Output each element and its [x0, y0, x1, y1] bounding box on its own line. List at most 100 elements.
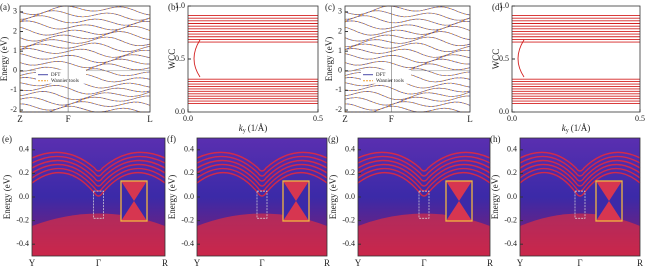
x-axis-label: ky (1/Å)	[562, 123, 591, 134]
band-wannier	[344, 101, 471, 111]
surface-band	[357, 155, 491, 177]
x-tick-label: Γ	[577, 258, 582, 268]
legend-label: Wannier tools	[51, 79, 79, 84]
y-tick-label: 0	[13, 66, 17, 75]
band-wannier	[344, 25, 471, 36]
band-wannier	[344, 91, 471, 101]
y-tick-label: 0	[338, 66, 342, 75]
y-axis-label: WCC	[167, 49, 177, 70]
wcc-link	[517, 39, 525, 78]
bulk-band	[520, 213, 640, 256]
y-tick-label: -0.4	[181, 239, 194, 248]
y-tick-label: -0.4	[504, 239, 517, 248]
x-tick-label: Γ	[421, 258, 426, 268]
legend-bg	[361, 69, 411, 84]
y-axis-label: Energy (eV)	[0, 37, 9, 82]
panel: 0.0 0.5 ky (1/Å) 0.0 0.5 1.0 WCC (b)	[167, 1, 323, 135]
band-dft	[19, 79, 151, 89]
inset-frame	[282, 180, 310, 222]
y-tick-label: 0.2	[184, 168, 194, 177]
panel-label: (f)	[167, 134, 176, 144]
band-dft	[20, 36, 151, 48]
y-tick-label: 2	[338, 26, 342, 35]
x-tick-label: Z	[17, 114, 23, 124]
x-tick-label: 0.5	[313, 114, 323, 123]
x-tick-label: R	[637, 258, 643, 268]
x-axis-label: ky (1/Å)	[239, 123, 268, 134]
y-tick-label: -0.4	[342, 239, 355, 248]
y-tick-label: -0.2	[181, 215, 194, 224]
y-tick-label: 0.4	[345, 145, 355, 154]
surface-band	[196, 163, 328, 187]
y-tick-label: 0.4	[507, 145, 517, 154]
band-dft	[19, 95, 150, 106]
y-tick-label: -2	[10, 105, 17, 114]
panel-label: (g)	[328, 134, 339, 144]
y-tick-label: 1	[13, 46, 17, 55]
legend-bg	[36, 69, 86, 84]
zoom-region	[574, 190, 586, 219]
y-tick-label: 0.5	[499, 54, 509, 63]
y-tick-label: 0.0	[345, 192, 355, 201]
surface-band	[357, 171, 491, 197]
y-tick-label: 3	[13, 7, 17, 16]
y-tick-label: 0.0	[499, 107, 509, 116]
x-tick-label: Y	[517, 258, 524, 268]
band-wannier	[344, 42, 471, 53]
panel: Y Γ R -0.4 -0.2 0.0 0.2 0.4 Energy (eV) (e)	[2, 134, 168, 268]
surface-band	[31, 171, 166, 197]
y-tick-label: 1.0	[175, 1, 185, 10]
inset-cone	[596, 181, 622, 221]
y-tick-label: -0.4	[16, 239, 29, 248]
surface-band	[196, 151, 328, 172]
band-dft	[19, 25, 151, 36]
band-wannier	[344, 95, 470, 106]
x-tick-label: L	[467, 114, 473, 124]
band-wannier	[344, 10, 471, 21]
y-tick-label: 0.0	[175, 107, 185, 116]
band-dft	[19, 53, 151, 64]
y-tick-label: 1	[338, 46, 342, 55]
band-dft	[19, 15, 151, 26]
y-tick-label: -1	[335, 85, 342, 94]
surface-band	[31, 151, 166, 172]
inset-cone	[121, 181, 147, 221]
inset-frame	[120, 180, 148, 222]
zoom-region	[418, 190, 430, 219]
band-dft	[19, 48, 151, 58]
band-dft	[19, 91, 151, 101]
panel: Y Γ R -0.4 -0.2 0.0 0.2 0.4 Energy (eV) (g)	[328, 134, 493, 268]
band-wannier	[345, 36, 471, 48]
wcc-link	[193, 39, 201, 78]
x-label-unit: (1/Å)	[248, 123, 268, 133]
x-tick-label: Y	[29, 258, 36, 268]
x-tick-label: F	[389, 114, 394, 124]
panel-label: (h)	[490, 134, 501, 144]
band-dft	[19, 42, 151, 53]
band-wannier	[344, 85, 471, 95]
band-wannier	[344, 63, 471, 73]
y-axis-label: Energy (eV)	[328, 175, 338, 220]
x-tick-label: F	[66, 114, 71, 124]
y-axis-label: WCC	[491, 49, 501, 70]
surface-band	[519, 159, 641, 182]
surface-band	[357, 159, 491, 182]
x-label-unit: (1/Å)	[571, 123, 591, 133]
y-axis-label: Energy (eV)	[167, 175, 177, 220]
band-dft	[19, 20, 151, 31]
y-tick-label: 0.4	[184, 145, 194, 154]
inset-cone	[283, 181, 309, 221]
band-wannier	[344, 48, 471, 58]
x-tick-label: L	[147, 114, 153, 124]
y-axis-label: Energy (eV)	[490, 175, 500, 220]
band-wannier	[344, 53, 471, 64]
y-tick-label: 0.0	[19, 192, 29, 201]
bulk-band	[358, 213, 490, 256]
x-tick-label: Γ	[259, 258, 264, 268]
panel-label: (b)	[168, 2, 179, 12]
x-tick-label: R	[324, 258, 330, 268]
surface-band	[519, 171, 641, 197]
band-wannier	[344, 15, 471, 26]
